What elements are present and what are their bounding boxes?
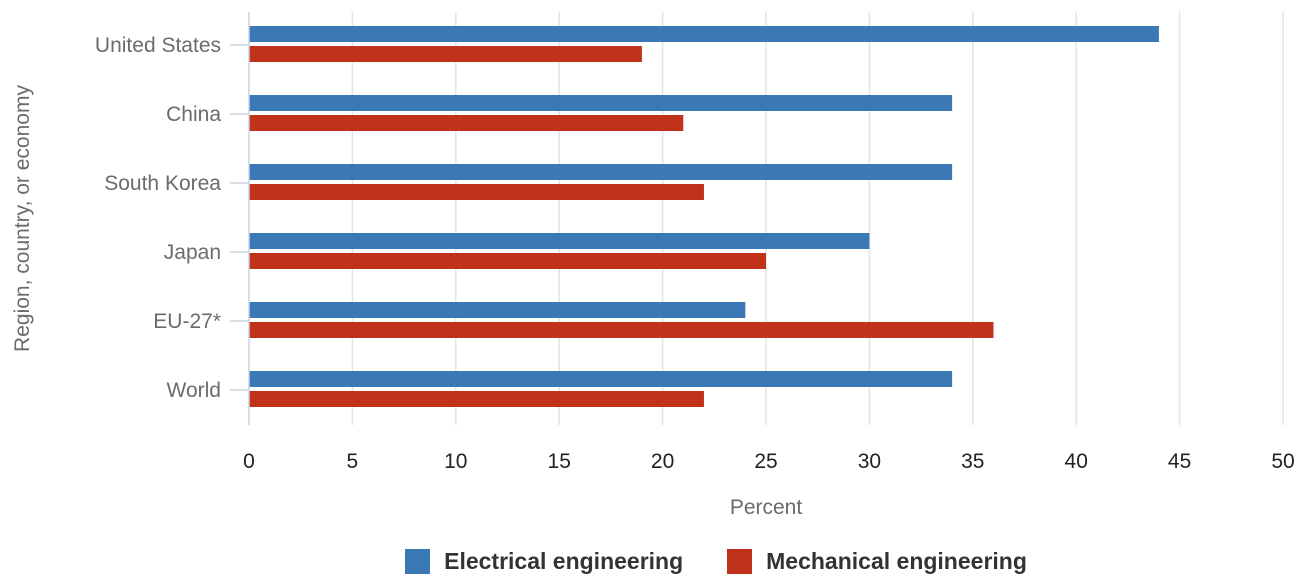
bar-electrical-united-states[interactable] (249, 26, 1159, 42)
x-tick-label-15: 15 (548, 450, 571, 473)
bar-mechanical-world[interactable] (249, 391, 704, 407)
legend-label-mechanical: Mechanical engineering (766, 548, 1027, 574)
y-axis-title: Region, country, or economy (11, 85, 34, 352)
legend-swatch-electrical (405, 549, 431, 574)
bar-electrical-eu-27[interactable] (249, 302, 746, 318)
x-tick-label-40: 40 (1065, 450, 1088, 473)
y-tick-label-world: World (167, 379, 221, 402)
bar-chart: 0 5 10 15 20 25 30 35 40 45 50 United States China So… (11, 12, 1295, 519)
x-tick-label-45: 45 (1168, 450, 1191, 473)
x-tick-label-10: 10 (444, 450, 467, 473)
bar-electrical-world[interactable] (249, 371, 953, 387)
bar-mechanical-japan[interactable] (249, 253, 766, 269)
y-tick-label-japan: Japan (164, 241, 221, 264)
bar-mechanical-china[interactable] (249, 115, 684, 131)
tick-labels: 0 5 10 15 20 25 30 35 40 45 50 United States China So… (95, 34, 1295, 473)
bar-mechanical-united-states[interactable] (249, 46, 642, 62)
gridlines (351, 12, 1284, 425)
legend-item-electrical[interactable]: Electrical engineering (405, 548, 683, 575)
x-axis-title: Percent (730, 496, 803, 519)
x-tick-label-25: 25 (754, 450, 777, 473)
bar-electrical-south-korea[interactable] (249, 164, 953, 180)
bar-electrical-china[interactable] (249, 95, 953, 111)
legend-swatch-mechanical (727, 549, 753, 574)
y-tick-label-eu-27: EU-27* (153, 310, 221, 333)
y-tick-label-united-states: United States (95, 34, 221, 57)
y-tick-label-south-korea: South Korea (104, 172, 221, 195)
x-tick-label-35: 35 (961, 450, 984, 473)
bar-mechanical-eu-27[interactable] (249, 322, 994, 338)
bar-electrical-japan[interactable] (249, 233, 870, 249)
y-tick-label-china: China (166, 103, 221, 126)
legend-label-electrical: Electrical engineering (444, 548, 684, 574)
axes (230, 12, 250, 425)
x-tick-label-50: 50 (1271, 450, 1294, 473)
legend-item-mechanical[interactable]: Mechanical engineering (727, 548, 1027, 575)
x-tick-label-0: 0 (243, 450, 255, 473)
bar-mechanical-south-korea[interactable] (249, 184, 704, 200)
bars (249, 26, 1159, 407)
x-tick-label-30: 30 (858, 450, 881, 473)
x-tick-label-5: 5 (347, 450, 359, 473)
legend: Electrical engineering Mechanical engine… (0, 548, 1312, 575)
x-tick-label-20: 20 (651, 450, 674, 473)
